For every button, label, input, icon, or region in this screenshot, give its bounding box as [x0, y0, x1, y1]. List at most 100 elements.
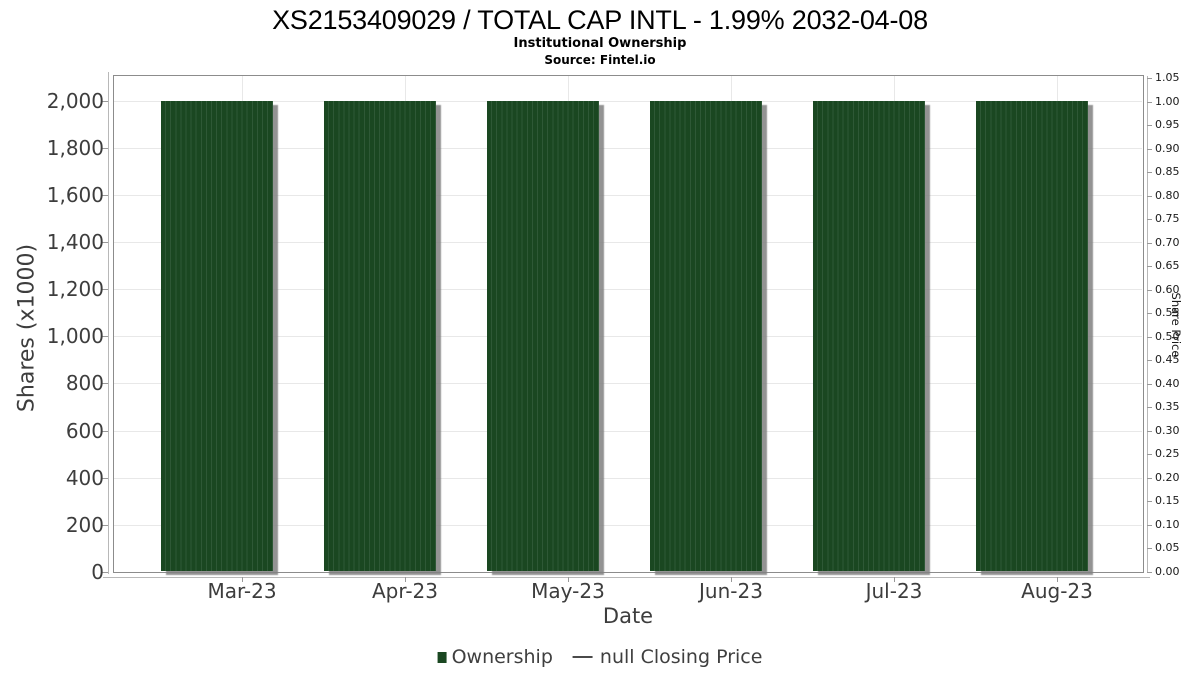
- right-axis-tick: [1147, 336, 1152, 338]
- chart-subtitle: Institutional Ownership: [513, 36, 687, 51]
- right-tick-label: 0.45: [1155, 353, 1180, 367]
- right-axis-tick: [1147, 78, 1152, 79]
- right-axis-tick: [1147, 172, 1152, 174]
- x-tick-label: Mar-23: [207, 579, 277, 603]
- y-tick-label: 400: [65, 465, 104, 490]
- y-tick-label: 1,200: [46, 277, 104, 302]
- left-axis-tick: [102, 100, 108, 102]
- right-tick-label: 0.85: [1155, 165, 1180, 179]
- x-axis-tick: [568, 577, 569, 582]
- right-tick-label: 0.20: [1155, 470, 1180, 484]
- right-tick-label: 0.50: [1155, 329, 1180, 343]
- legend-item-ownership: Ownership: [437, 646, 553, 668]
- bar-group-May-23: [487, 100, 599, 571]
- chart-title: XS2153409029 / TOTAL CAP INTL - 1.99% 20…: [272, 5, 928, 35]
- right-axis-tick: [1147, 501, 1152, 503]
- left-axis-tick: [102, 147, 108, 149]
- right-tick-label: 0.65: [1155, 259, 1180, 273]
- left-axis-tick: [102, 241, 108, 243]
- right-axis-line: [1146, 76, 1148, 572]
- right-axis-tick: [1147, 548, 1152, 550]
- right-axis-tick: [1147, 572, 1152, 573]
- bottom-axis-line: [103, 576, 1150, 578]
- right-axis-title: Share Price: [1169, 292, 1183, 358]
- y-tick-label: 0: [91, 560, 104, 584]
- x-axis-tick: [731, 577, 732, 582]
- gridline-horizontal: [114, 194, 1142, 196]
- right-axis-tick: [1147, 313, 1152, 315]
- legend-label: Ownership: [451, 646, 553, 668]
- right-tick-label: 1.00: [1155, 94, 1180, 108]
- gridline-horizontal: [114, 147, 1142, 149]
- gridline-horizontal: [114, 336, 1142, 338]
- left-axis-line: [107, 72, 109, 574]
- right-tick-label: 0.30: [1155, 423, 1180, 437]
- right-tick-label: 0.25: [1155, 447, 1180, 461]
- y-tick-label: 800: [65, 371, 104, 396]
- right-axis-tick: [1147, 266, 1152, 268]
- x-axis-tick: [894, 577, 895, 582]
- chart-source: Source: Fintel.io: [544, 53, 656, 67]
- plot-area: [113, 75, 1144, 573]
- right-tick-label: 0.75: [1155, 212, 1180, 226]
- right-tick-label: 0.55: [1155, 306, 1180, 320]
- right-tick-label: 0.10: [1155, 517, 1180, 531]
- bar-group-Mar-23: [161, 100, 273, 571]
- bar-group-Jun-23: [650, 100, 762, 571]
- y-tick-label: 1,600: [46, 182, 104, 207]
- right-tick-label: 0.00: [1155, 565, 1180, 578]
- right-axis-tick: [1147, 454, 1152, 456]
- left-axis-tick: [102, 572, 108, 573]
- left-axis-tick: [102, 336, 108, 338]
- gridline-horizontal: [114, 100, 1142, 102]
- x-axis-title: Date: [602, 604, 654, 628]
- x-tick-label: May-23: [531, 579, 605, 603]
- right-axis-tick: [1147, 101, 1152, 103]
- left-axis-tick: [102, 194, 108, 196]
- right-tick-label: 0.35: [1155, 400, 1180, 414]
- right-axis-tick: [1147, 383, 1152, 385]
- left-axis-tick: [102, 477, 108, 479]
- bar-group-Apr-23: [324, 100, 436, 571]
- right-axis-tick: [1147, 219, 1152, 221]
- right-tick-label: 0.95: [1155, 118, 1180, 132]
- bar-group-Jul-23: [813, 100, 925, 571]
- right-tick-label: 0.80: [1155, 188, 1180, 202]
- x-tick-label: Apr-23: [372, 579, 438, 603]
- left-axis-tick: [102, 383, 108, 385]
- right-tick-label: 0.60: [1155, 282, 1180, 296]
- x-axis-tick: [405, 577, 406, 582]
- right-tick-label: 0.15: [1155, 494, 1180, 508]
- left-axis-title: Shares (x1000): [14, 243, 40, 413]
- y-tick-label: 1,000: [46, 324, 104, 349]
- legend-item-closing-price: null Closing Price: [572, 646, 762, 668]
- bar-swatch-icon: [437, 651, 447, 663]
- right-tick-label: 0.40: [1155, 376, 1180, 390]
- right-axis-tick: [1147, 289, 1152, 291]
- gridline-horizontal: [114, 241, 1142, 243]
- right-axis-tick: [1147, 407, 1152, 409]
- left-axis-tick: [102, 430, 108, 432]
- right-tick-label: 0.90: [1155, 141, 1180, 155]
- line-marker-icon: [572, 655, 593, 659]
- right-tick-label: 1.05: [1155, 71, 1180, 84]
- y-tick-label: 600: [65, 418, 104, 443]
- legend: Ownership null Closing Price: [437, 646, 762, 668]
- right-axis-tick: [1147, 125, 1152, 127]
- gridline-horizontal: [114, 289, 1142, 291]
- left-axis-tick: [102, 524, 108, 526]
- x-tick-label: Jul-23: [865, 579, 923, 603]
- right-axis-tick: [1147, 477, 1152, 479]
- gridline-horizontal: [114, 524, 1142, 526]
- x-axis-tick: [242, 577, 243, 582]
- left-axis-tick: [102, 289, 108, 291]
- y-tick-label: 1,800: [46, 135, 104, 160]
- right-axis-tick: [1147, 524, 1152, 526]
- x-tick-label: Jun-23: [699, 579, 763, 603]
- y-tick-label: 2,000: [46, 88, 104, 113]
- gridline-horizontal: [114, 383, 1142, 385]
- right-axis-tick: [1147, 148, 1152, 150]
- y-tick-label: 200: [65, 512, 104, 537]
- gridline-horizontal: [114, 430, 1142, 432]
